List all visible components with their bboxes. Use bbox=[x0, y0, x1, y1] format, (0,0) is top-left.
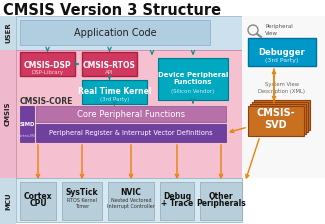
Text: API: API bbox=[105, 69, 114, 75]
Text: Nested Vectored: Nested Vectored bbox=[111, 198, 151, 202]
Bar bbox=[20, 106, 34, 142]
Text: Interrupt Controller: Interrupt Controller bbox=[107, 203, 155, 209]
Text: Cortex: Cortex bbox=[24, 192, 52, 200]
Text: Peripheral
View: Peripheral View bbox=[265, 24, 293, 36]
Bar bbox=[20, 52, 75, 76]
Text: Other: Other bbox=[209, 192, 233, 200]
Bar bbox=[82, 52, 137, 76]
Text: NVIC: NVIC bbox=[121, 187, 141, 196]
Text: CMSIS-
SVD: CMSIS- SVD bbox=[257, 108, 295, 130]
Text: CMSIS Version 3 Structure: CMSIS Version 3 Structure bbox=[3, 3, 221, 18]
Bar bbox=[62, 182, 102, 220]
Text: System View
Description (XML): System View Description (XML) bbox=[258, 82, 306, 94]
Bar bbox=[254, 100, 310, 130]
Bar bbox=[252, 102, 308, 132]
Bar bbox=[16, 178, 242, 222]
Text: Cortex-M4: Cortex-M4 bbox=[17, 134, 37, 138]
Bar bbox=[242, 16, 325, 178]
Bar bbox=[0, 16, 16, 50]
Text: Peripheral Register & Interrupt Vector Definitions: Peripheral Register & Interrupt Vector D… bbox=[49, 130, 213, 136]
Bar bbox=[0, 50, 16, 178]
Text: Debugger: Debugger bbox=[259, 47, 305, 56]
Bar bbox=[16, 16, 242, 50]
Text: (3rd Party): (3rd Party) bbox=[265, 58, 299, 62]
Text: CMSIS-CORE: CMSIS-CORE bbox=[20, 97, 73, 106]
Text: Device Peripheral: Device Peripheral bbox=[158, 72, 228, 78]
Text: MCU: MCU bbox=[5, 192, 11, 210]
Bar bbox=[108, 182, 154, 220]
Bar bbox=[82, 80, 147, 104]
Bar bbox=[248, 106, 304, 136]
Bar bbox=[160, 182, 194, 220]
Text: Application Code: Application Code bbox=[74, 28, 156, 37]
Text: RTOS Kernel: RTOS Kernel bbox=[67, 198, 97, 202]
Text: SysTick: SysTick bbox=[66, 187, 98, 196]
Bar bbox=[0, 178, 16, 224]
Text: + Trace: + Trace bbox=[161, 198, 193, 207]
Text: Functions: Functions bbox=[174, 79, 212, 85]
Text: Debug: Debug bbox=[163, 192, 191, 200]
Text: CMSIS: CMSIS bbox=[5, 102, 11, 126]
Bar bbox=[200, 182, 242, 220]
Bar bbox=[36, 106, 226, 122]
Bar bbox=[158, 58, 228, 100]
Text: USER: USER bbox=[5, 23, 11, 43]
Bar bbox=[248, 38, 316, 66]
Text: CMSIS-RTOS: CMSIS-RTOS bbox=[83, 60, 136, 69]
Text: Peripherals: Peripherals bbox=[196, 198, 246, 207]
Bar bbox=[20, 20, 210, 45]
Text: CMSIS-DSP: CMSIS-DSP bbox=[24, 60, 71, 69]
Bar bbox=[16, 50, 242, 178]
Text: Core Peripheral Functions: Core Peripheral Functions bbox=[77, 110, 185, 118]
Text: (3rd Party): (3rd Party) bbox=[100, 97, 129, 101]
Text: SIMD: SIMD bbox=[19, 121, 35, 127]
Bar bbox=[20, 182, 56, 220]
Text: (Silicon Vendor): (Silicon Vendor) bbox=[171, 88, 214, 93]
Text: CPU: CPU bbox=[29, 198, 47, 207]
Bar bbox=[250, 104, 306, 134]
Text: Real Time Kernel: Real Time Kernel bbox=[78, 86, 151, 95]
Text: DSP-Library: DSP-Library bbox=[32, 69, 64, 75]
Text: Timer: Timer bbox=[75, 203, 89, 209]
Bar bbox=[36, 124, 226, 142]
